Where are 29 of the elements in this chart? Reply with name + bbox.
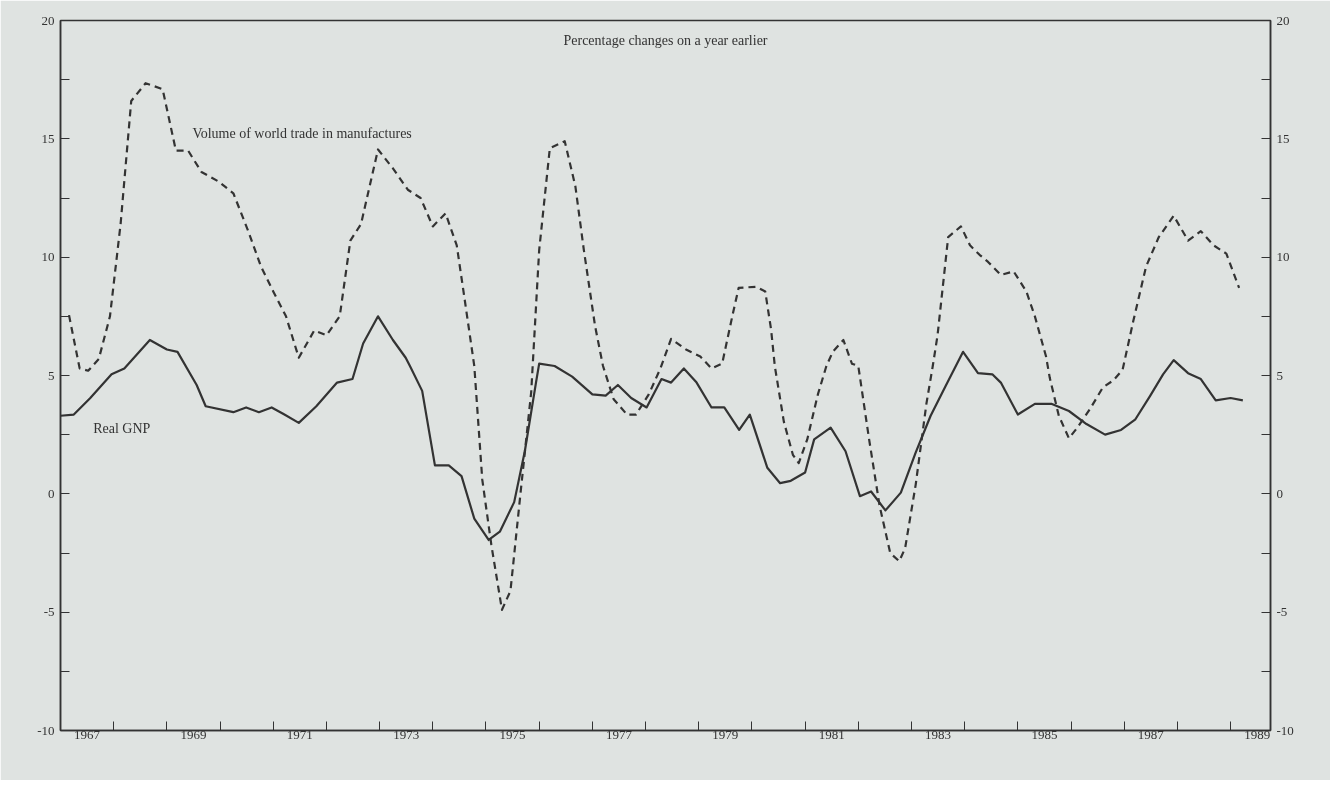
y2-tick-label: 0 <box>1276 485 1283 501</box>
y-tick-label: -10 <box>37 722 55 738</box>
x-tick-label: 1989 <box>1244 726 1271 742</box>
y2-tick-label: 15 <box>1276 130 1290 146</box>
y-tick-label: 5 <box>48 367 55 383</box>
y2-tick-label: 10 <box>1276 249 1290 265</box>
series-label: Volume of world trade in manufactures <box>192 126 412 142</box>
y2-tick-label: -5 <box>1276 604 1288 620</box>
annotation: Percentage changes on a year earlier <box>563 32 768 48</box>
x-tick-label: 1981 <box>818 726 845 742</box>
x-tick-label: 1983 <box>925 726 952 742</box>
y2-tick-label: 20 <box>1276 12 1290 28</box>
x-tick-label: 1979 <box>712 726 739 742</box>
y2-tick-label: 5 <box>1276 367 1283 383</box>
y-tick-label: 15 <box>41 130 55 146</box>
y-tick-label: -5 <box>43 604 55 620</box>
x-tick-label: 1975 <box>499 726 526 742</box>
x-tick-label: 1985 <box>1031 726 1058 742</box>
y-tick-label: 0 <box>48 485 55 501</box>
series-label: Real GNP <box>93 420 151 436</box>
x-tick-label: 1987 <box>1137 726 1165 742</box>
x-tick-label: 1971 <box>286 726 313 742</box>
x-tick-label: 1969 <box>180 726 207 742</box>
y-tick-label: 10 <box>41 249 55 265</box>
x-tick-label: 1967 <box>74 726 101 742</box>
y2-tick-label: -10 <box>1276 722 1294 738</box>
x-tick-label: 1973 <box>393 726 420 742</box>
x-tick-label: 1977 <box>605 726 633 742</box>
y-tick-label: 20 <box>41 12 55 28</box>
